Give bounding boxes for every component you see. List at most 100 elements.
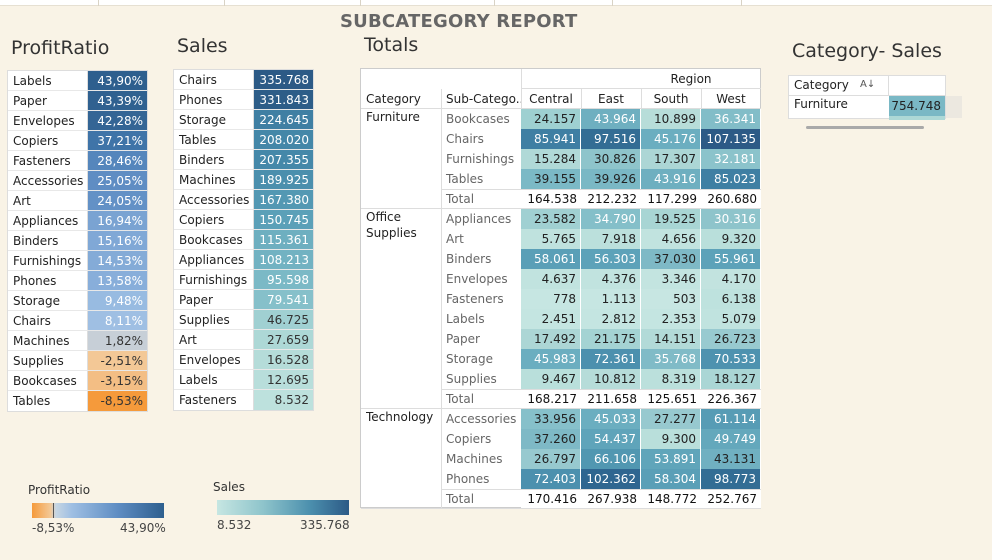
sales-row-value[interactable]: 12.695 xyxy=(254,370,313,389)
sales-row[interactable]: Machines 189.925 xyxy=(174,170,313,190)
sales-row[interactable]: Binders 207.355 xyxy=(174,150,313,170)
sales-cell[interactable]: 23.582 xyxy=(521,209,581,230)
sales-row-value[interactable]: 16.528 xyxy=(254,350,313,369)
sales-cell[interactable]: 26.723 xyxy=(701,329,761,350)
sales-cell[interactable]: 10.899 xyxy=(641,109,701,130)
sales-cell[interactable]: 27.277 xyxy=(641,409,701,430)
sales-cell[interactable]: 4.170 xyxy=(701,269,761,290)
sales-cell[interactable]: 97.516 xyxy=(581,129,641,150)
sales-cell[interactable]: 39.155 xyxy=(521,169,581,190)
sales-row-value[interactable]: 108.213 xyxy=(254,250,313,269)
sales-row-value[interactable]: 27.659 xyxy=(254,330,313,349)
profit-row[interactable]: Supplies -2,51% xyxy=(8,351,147,371)
sales-cell[interactable]: 18.127 xyxy=(701,369,761,390)
sales-cell[interactable]: 30.826 xyxy=(581,149,641,170)
profit-row[interactable]: Envelopes 42,28% xyxy=(8,111,147,131)
subcategory-header[interactable]: Sub-Catego.. xyxy=(446,92,521,106)
sales-row-value[interactable]: 95.598 xyxy=(254,270,313,289)
total-value[interactable]: 125.651 xyxy=(641,389,701,409)
total-value[interactable]: 117.299 xyxy=(641,189,701,209)
profit-row[interactable]: Furnishings 14,53% xyxy=(8,251,147,271)
sales-row-value[interactable]: 150.745 xyxy=(254,210,313,229)
region-column-west[interactable]: West xyxy=(716,92,746,106)
sales-cell[interactable]: 55.961 xyxy=(701,249,761,270)
profit-row-value[interactable]: 24,05% xyxy=(88,191,147,210)
profit-row-value[interactable]: 43,90% xyxy=(88,71,147,90)
sales-row[interactable]: Accessories 167.380 xyxy=(174,190,313,210)
sales-cell[interactable]: 36.341 xyxy=(701,109,761,130)
region-column-south[interactable]: South xyxy=(653,92,689,106)
profit-row-value[interactable]: 9,48% xyxy=(88,291,147,310)
total-value[interactable]: 260.680 xyxy=(701,189,761,209)
sales-cell[interactable]: 45.176 xyxy=(641,129,701,150)
sales-cell[interactable]: 6.138 xyxy=(701,289,761,310)
sales-cell[interactable]: 85.941 xyxy=(521,129,581,150)
profit-row-value[interactable]: 13,58% xyxy=(88,271,147,290)
profit-row-value[interactable]: 14,53% xyxy=(88,251,147,270)
sales-cell[interactable]: 30.316 xyxy=(701,209,761,230)
profit-row[interactable]: Tables -8,53% xyxy=(8,391,147,411)
profit-row-value[interactable]: 25,05% xyxy=(88,171,147,190)
sales-cell[interactable]: 19.525 xyxy=(641,209,701,230)
profit-row[interactable]: Storage 9,48% xyxy=(8,291,147,311)
sales-cell[interactable]: 17.492 xyxy=(521,329,581,350)
sales-cell[interactable]: 37.260 xyxy=(521,429,581,450)
totals-table[interactable]: Region Category Sub-Catego.. Central East… xyxy=(360,68,761,509)
profit-row[interactable]: Binders 15,16% xyxy=(8,231,147,251)
sales-row-value[interactable]: 335.768 xyxy=(254,70,313,89)
total-value[interactable]: 148.772 xyxy=(641,489,701,509)
sales-row-value[interactable]: 46.725 xyxy=(254,310,313,329)
profit-ratio-list[interactable]: Labels 43,90% Paper 43,39% Envelopes 42,28% Co… xyxy=(7,70,148,412)
sales-row-value[interactable]: 167.380 xyxy=(254,190,313,209)
horizontal-scrollbar[interactable] xyxy=(806,126,924,129)
total-value[interactable]: 252.767 xyxy=(701,489,761,509)
sales-row[interactable]: Tables 208.020 xyxy=(174,130,313,150)
sales-cell[interactable]: 778 xyxy=(521,289,581,310)
profit-row[interactable]: Labels 43,90% xyxy=(8,71,147,91)
profit-row[interactable]: Bookcases -3,15% xyxy=(8,371,147,391)
sales-row[interactable]: Furnishings 95.598 xyxy=(174,270,313,290)
sales-row[interactable]: Bookcases 115.361 xyxy=(174,230,313,250)
region-column-central[interactable]: Central xyxy=(529,92,573,106)
sales-cell[interactable]: 26.797 xyxy=(521,449,581,470)
profit-row-value[interactable]: 37,21% xyxy=(88,131,147,150)
sales-cell[interactable]: 58.061 xyxy=(521,249,581,270)
sales-cell[interactable]: 33.956 xyxy=(521,409,581,430)
sales-cell[interactable]: 7.918 xyxy=(581,229,641,250)
sales-cell[interactable]: 3.346 xyxy=(641,269,701,290)
sales-row[interactable]: Copiers 150.745 xyxy=(174,210,313,230)
sales-cell[interactable]: 1.113 xyxy=(581,289,641,310)
sales-cell[interactable]: 49.749 xyxy=(701,429,761,450)
sales-cell[interactable]: 53.891 xyxy=(641,449,701,470)
sales-cell[interactable]: 61.114 xyxy=(701,409,761,430)
profit-row[interactable]: Phones 13,58% xyxy=(8,271,147,291)
sales-cell[interactable]: 72.361 xyxy=(581,349,641,370)
sales-cell[interactable]: 72.403 xyxy=(521,469,581,490)
sales-row[interactable]: Art 27.659 xyxy=(174,330,313,350)
sales-cell[interactable]: 58.304 xyxy=(641,469,701,490)
sales-cell[interactable]: 35.768 xyxy=(641,349,701,370)
sales-cell[interactable]: 2.353 xyxy=(641,309,701,330)
profit-row-value[interactable]: -2,51% xyxy=(88,351,147,370)
sales-row[interactable]: Phones 331.843 xyxy=(174,90,313,110)
sales-row-value[interactable]: 8.532 xyxy=(254,390,313,410)
sales-cell[interactable]: 8.319 xyxy=(641,369,701,390)
total-value[interactable]: 212.232 xyxy=(581,189,641,209)
sales-cell[interactable]: 15.284 xyxy=(521,149,581,170)
sales-row[interactable]: Appliances 108.213 xyxy=(174,250,313,270)
total-value[interactable]: 267.938 xyxy=(581,489,641,509)
sales-cell[interactable]: 4.656 xyxy=(641,229,701,250)
category-sales-value[interactable]: 754.748 xyxy=(889,96,945,116)
sales-row[interactable]: Labels 12.695 xyxy=(174,370,313,390)
sales-cell[interactable]: 9.467 xyxy=(521,369,581,390)
sales-cell[interactable]: 56.303 xyxy=(581,249,641,270)
sales-cell[interactable]: 34.790 xyxy=(581,209,641,230)
sales-cell[interactable]: 70.533 xyxy=(701,349,761,370)
sales-cell[interactable]: 17.307 xyxy=(641,149,701,170)
profit-row-value[interactable]: 1,82% xyxy=(88,331,147,350)
total-value[interactable]: 164.538 xyxy=(521,189,581,209)
sales-cell[interactable]: 9.300 xyxy=(641,429,701,450)
profit-row-value[interactable]: 42,28% xyxy=(88,111,147,130)
profit-row[interactable]: Machines 1,82% xyxy=(8,331,147,351)
sales-cell[interactable]: 32.181 xyxy=(701,149,761,170)
